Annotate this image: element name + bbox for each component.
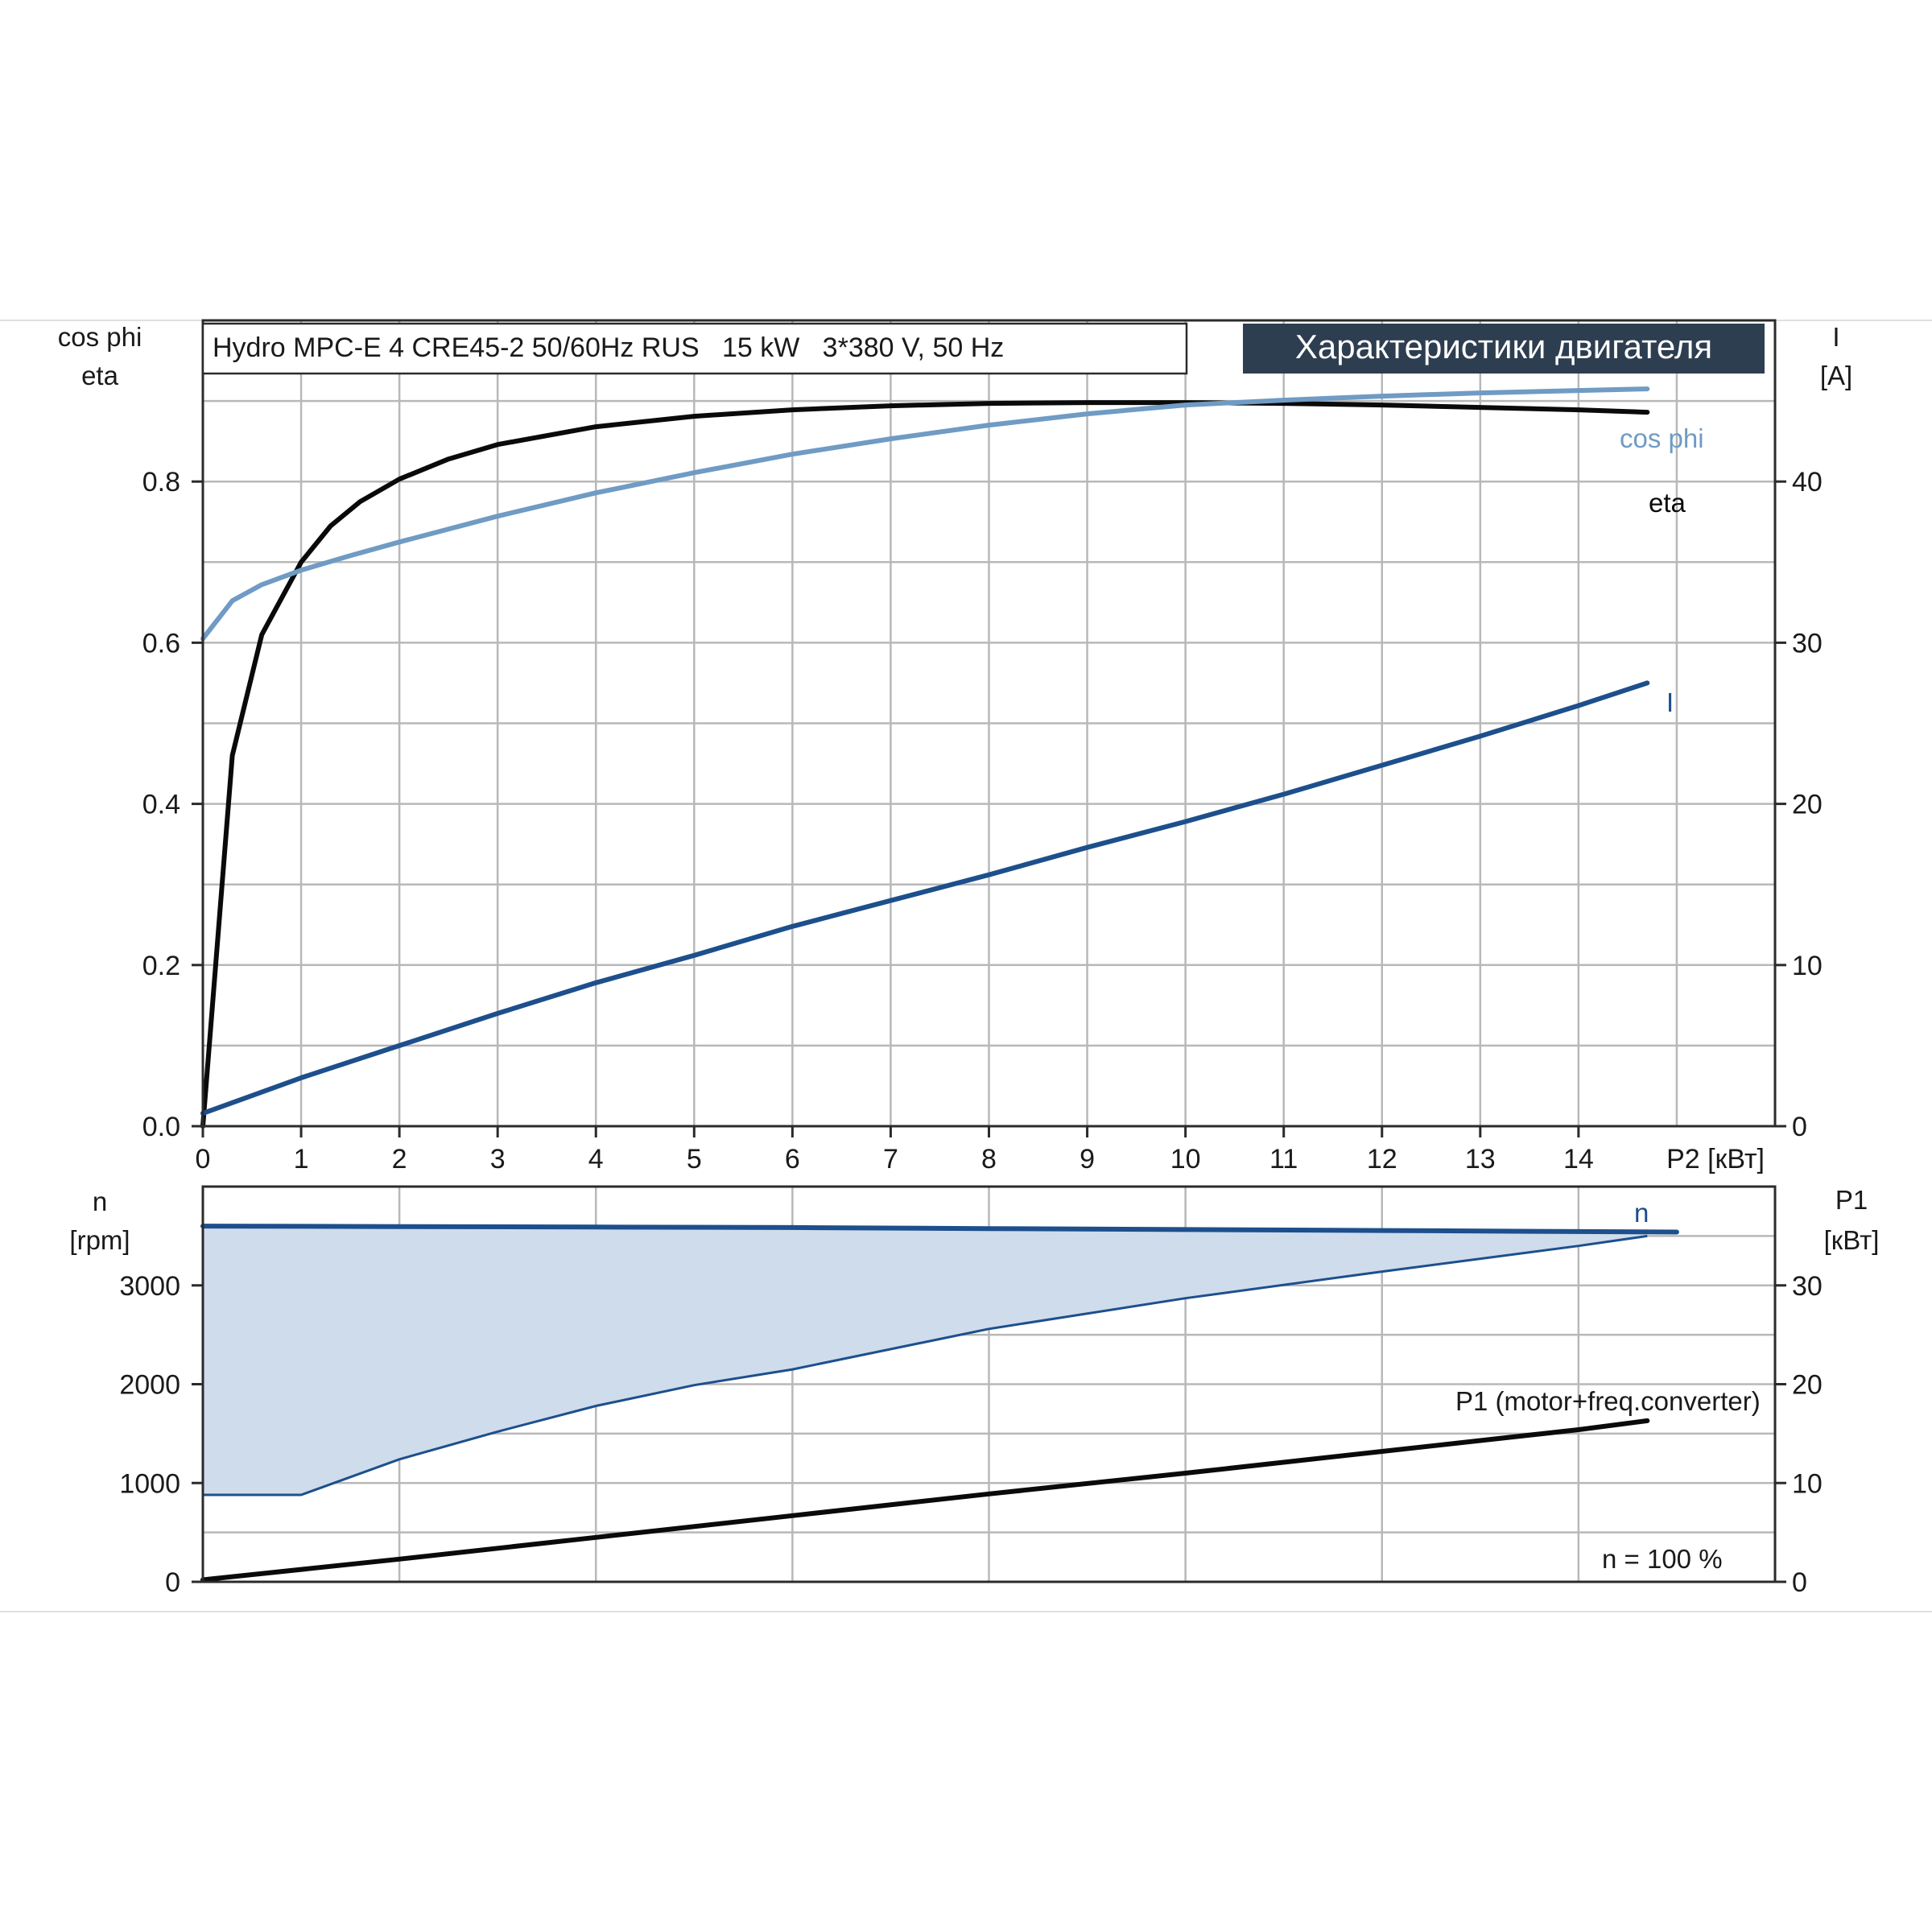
left-tick-label: 0.8 — [142, 467, 180, 497]
top-chart-series — [200, 386, 1650, 1129]
top-left-axis-label-2: eta — [81, 361, 119, 390]
right-tick-label: 10 — [1792, 951, 1823, 981]
series-line-cos-phi — [200, 386, 1650, 642]
series-label-p1: P1 (motor+freq.converter) — [1455, 1386, 1761, 1416]
x-tick-label: 2 — [392, 1144, 407, 1174]
top-right-axis-label-1: I — [1832, 322, 1839, 352]
speed-range-area — [203, 1226, 1648, 1495]
x-tick-label: 10 — [1170, 1144, 1201, 1174]
bottom-left-axis-label-1: n — [93, 1187, 107, 1216]
section-banner-label: Характеристики двигателя — [1295, 328, 1712, 365]
x-tick-label: 14 — [1563, 1144, 1594, 1174]
x-tick-label: 8 — [981, 1144, 997, 1174]
footnote-speed: n = 100 % — [1602, 1544, 1723, 1574]
series-line-n — [200, 1224, 1679, 1235]
top-chart-grid — [201, 320, 1777, 1126]
bottom-right-tick-label: 0 — [1792, 1567, 1807, 1598]
top-left-axis-label-1: cos phi — [58, 322, 142, 352]
bottom-right-tick-label: 20 — [1792, 1370, 1823, 1401]
x-tick-label: 11 — [1269, 1144, 1298, 1174]
series-line-eta — [200, 400, 1650, 1129]
left-tick-label: 0.0 — [142, 1112, 180, 1142]
series-label-current: I — [1666, 687, 1674, 717]
bottom-left-axis-label-2: [rpm] — [69, 1225, 130, 1255]
bottom-right-tick-label: 30 — [1792, 1271, 1823, 1302]
bottom-left-tick-label: 0 — [165, 1567, 180, 1598]
x-tick-label: 6 — [785, 1144, 800, 1174]
bottom-chart-ticks: 0 1000 2000 3000 0 10 20 30 — [119, 1271, 1822, 1598]
bottom-chart-series — [200, 1224, 1679, 1583]
right-tick-label: 40 — [1792, 467, 1823, 497]
bottom-right-tick-label: 10 — [1792, 1468, 1823, 1499]
bottom-left-tick-label: 1000 — [119, 1468, 180, 1499]
x-tick-label: 9 — [1080, 1144, 1095, 1174]
x-tick-label: 5 — [687, 1144, 702, 1174]
left-tick-label: 0.4 — [142, 790, 180, 820]
series-line-p1 — [200, 1418, 1650, 1583]
top-chart-ticks: 0 1 2 3 4 5 6 7 8 9 10 11 12 13 140.00.20.40.60.801020… — [142, 467, 1823, 1174]
series-line-I — [200, 680, 1650, 1116]
bottom-right-axis-label-2: [кВт] — [1824, 1225, 1880, 1255]
series-label-cos-phi: cos phi — [1620, 423, 1704, 453]
chart-title: Hydro MPC-E 4 CRE45-2 50/60Hz RUS 15 kW … — [213, 332, 1004, 363]
x-tick-label: 13 — [1465, 1144, 1496, 1174]
x-tick-label: 1 — [294, 1144, 309, 1174]
section-banner — [1243, 324, 1765, 374]
x-tick-label: 12 — [1367, 1144, 1397, 1174]
left-tick-label: 0.2 — [142, 951, 180, 981]
left-tick-label: 0.6 — [142, 628, 180, 658]
top-right-axis-label-2: [A] — [1820, 361, 1852, 390]
series-line-n-min — [203, 1234, 1648, 1496]
x-tick-label: 0 — [196, 1144, 211, 1174]
x-axis-label: P2 [кВт] — [1666, 1144, 1765, 1174]
chart-title-box — [201, 322, 1188, 375]
x-tick-label: 3 — [490, 1144, 506, 1174]
bottom-right-axis-label-1: P1 — [1835, 1185, 1868, 1215]
right-tick-label: 0 — [1792, 1112, 1807, 1142]
right-tick-label: 30 — [1792, 628, 1823, 658]
bottom-left-tick-label: 3000 — [119, 1271, 180, 1302]
x-tick-label: 7 — [883, 1144, 898, 1174]
x-tick-label: 4 — [588, 1144, 604, 1174]
series-label-eta: eta — [1649, 488, 1686, 518]
right-tick-label: 20 — [1792, 790, 1823, 820]
bottom-left-tick-label: 2000 — [119, 1370, 180, 1401]
series-label-speed: n — [1634, 1198, 1649, 1228]
